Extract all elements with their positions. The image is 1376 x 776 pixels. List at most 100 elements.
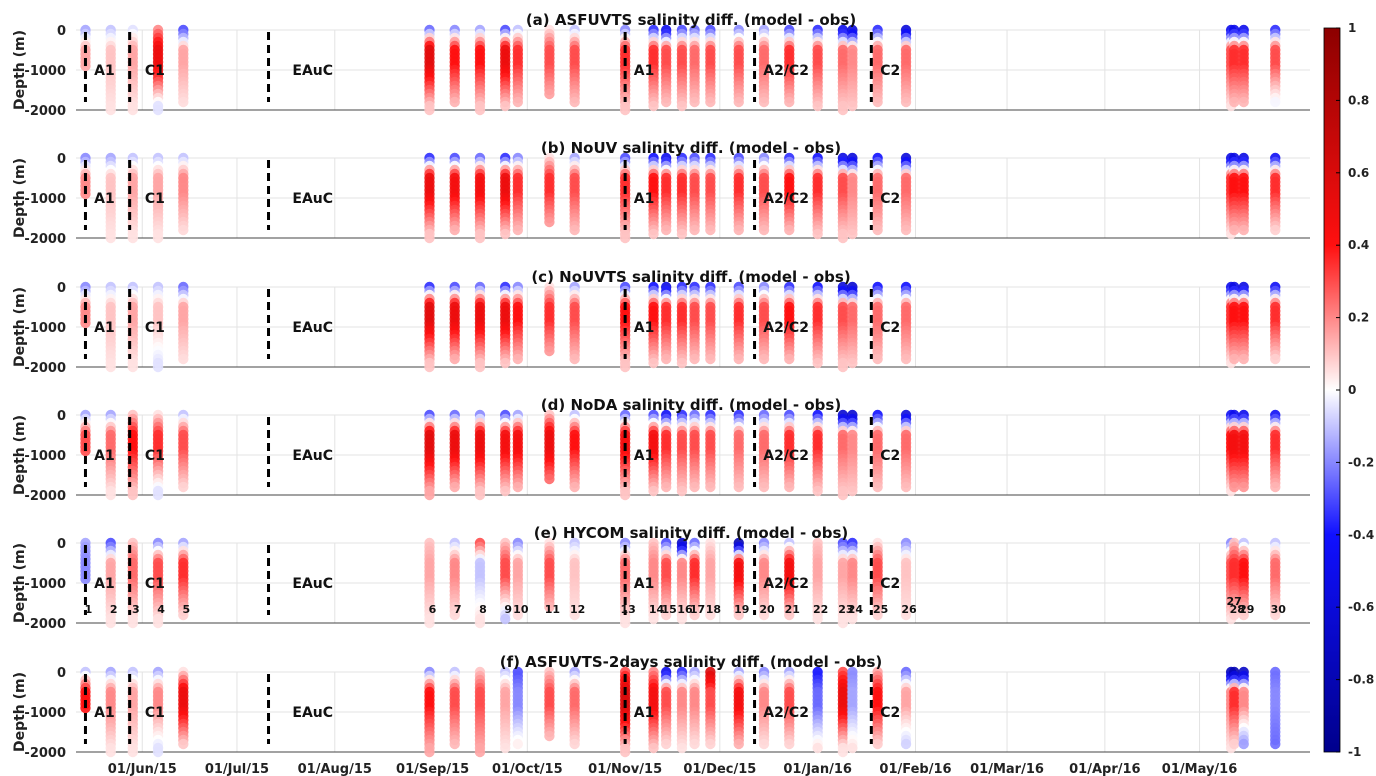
region-label: C2 [880,576,900,592]
y-axis-label: Depth (m) [12,543,28,623]
profile-17 [689,409,700,493]
profile-point [424,232,435,244]
colorbar-tick-label: 0.8 [1348,93,1369,107]
profile-point [872,224,883,236]
profile-point [1270,609,1281,621]
profile-9 [500,537,511,625]
profile-point [424,746,435,758]
profile-point [449,353,460,365]
profile-point [512,353,524,365]
profile-28 [1229,24,1240,108]
profile-point [733,96,744,108]
profile-point [1229,353,1240,365]
profile-15 [660,24,672,108]
profile-8 [474,666,486,758]
profile-point [784,96,795,108]
profile-point [676,357,688,369]
profile-20 [758,666,770,750]
profile-point [837,617,849,629]
y-tick-label: -2000 [24,617,66,632]
profile-point [619,617,631,629]
profile-12 [569,24,580,108]
colorbar-tick-label: -0.6 [1348,600,1374,614]
profile-point [900,224,912,236]
region-label: A1 [634,576,655,592]
panel-title: (e) HYCOM salinity diff. (model - obs) [534,524,849,542]
profile-15 [660,281,672,365]
profile-23 [837,666,849,758]
profile-14 [648,281,659,369]
profile-point [733,738,744,750]
profile-point [474,617,486,629]
profile-28 [1229,281,1240,365]
profile-26 [900,537,912,621]
profile-4 [152,666,164,758]
y-tick-label: -2000 [24,104,66,119]
profile-point [500,485,511,497]
profile-24 [847,281,858,369]
profile-point [512,481,524,493]
profile-15 [660,409,672,493]
region-label: C1 [145,320,165,336]
profile-point [449,738,460,750]
profile-15 [660,152,672,236]
profile-point [676,100,688,112]
profile-point [705,224,716,236]
profile-id-label: 7 [454,603,462,616]
profile-19 [733,24,744,108]
profile-17 [689,537,700,621]
profile-point [648,485,659,497]
region-label: C2 [880,320,900,336]
profile-point [660,481,672,493]
profile-9 [500,281,511,369]
profile-point [449,609,460,621]
region-label: EAuC [292,320,333,336]
region-label: A2/C2 [763,705,809,721]
profile-point [812,100,823,112]
profile-15 [660,666,672,750]
profile-point [872,609,883,621]
profile-9 [500,409,511,497]
profile-12 [569,537,580,621]
profile-point [758,353,770,365]
profile-29 [1238,152,1249,236]
y-axis-label: Depth (m) [12,158,28,238]
y-tick-label: -2000 [24,489,66,504]
profile-14 [648,666,659,754]
profile-id-label: 11 [545,603,560,616]
profile-point [705,96,716,108]
profile-id-label: 4 [157,603,165,616]
region-label: C2 [880,63,900,79]
profile-point [500,228,511,240]
panel-title: (c) NoUVTS salinity diff. (model - obs) [531,268,850,286]
region-label: A2/C2 [763,576,809,592]
profile-point [105,104,116,116]
profile-22 [812,152,823,240]
profile-point [152,232,164,244]
profile-point [1238,609,1249,621]
profile-17 [689,152,700,236]
profile-13 [619,537,631,629]
profile-14 [648,24,659,112]
profile-point [544,601,555,613]
profile-18 [705,152,716,236]
profile-id-label: 13 [620,603,635,616]
profile-16 [676,537,688,625]
profile-7 [449,409,460,493]
y-tick-label: 0 [57,409,66,424]
profile-5 [178,24,189,108]
profile-point [784,609,795,621]
profile-7 [449,537,460,621]
profile-point [847,357,858,369]
profile-point [784,353,795,365]
profile-9 [500,666,511,754]
profile-11 [544,666,555,742]
colorbar-tick-label: -0.8 [1348,673,1374,687]
profile-8 [474,24,486,116]
profile-20 [758,152,770,236]
profile-29 [1238,281,1249,365]
profile-17 [689,24,700,108]
profile-29 [1238,24,1249,108]
profile-5 [178,152,189,236]
